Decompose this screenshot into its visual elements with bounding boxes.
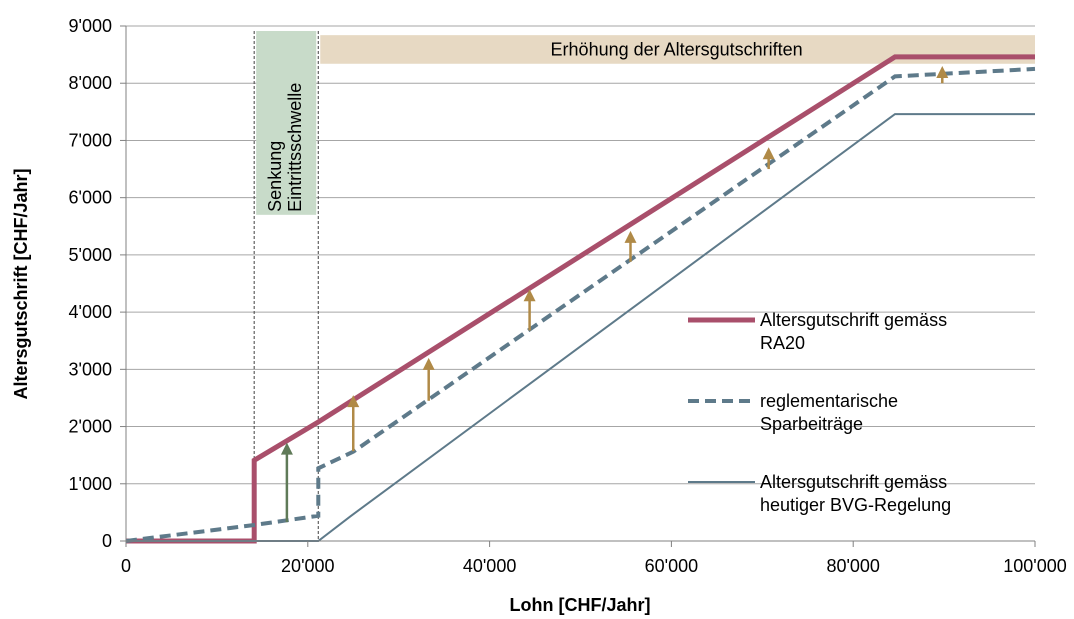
legend-label-line: reglementarische — [760, 391, 898, 411]
y-tick-label: 6'000 — [69, 188, 112, 208]
axes — [120, 25, 1036, 547]
x-tick-label: 40'000 — [463, 556, 517, 576]
legend-label-line: Altersgutschrift gemäss — [760, 310, 947, 330]
threshold-band-label: SenkungEintrittsschwelle — [265, 83, 305, 212]
y-tick-label: 4'000 — [69, 302, 112, 322]
y-tick-label: 8'000 — [69, 73, 112, 93]
threshold-band — [256, 31, 317, 215]
x-tick-label: 80'000 — [826, 556, 880, 576]
arrow-head — [422, 357, 435, 370]
arrow-head — [347, 395, 360, 408]
y-tick-label: 0 — [102, 531, 112, 551]
threshold-band-label-line: Eintrittsschwelle — [285, 83, 305, 212]
y-tick-label: 9'000 — [69, 16, 112, 36]
legend-label-3: Altersgutschrift gemäss heutiger BVG-Rege… — [760, 472, 951, 515]
arrow-head — [523, 289, 536, 302]
annotation-bands: SenkungEintrittsschwelle Erhöhung der Alt… — [253, 31, 1035, 541]
arrow-head — [280, 442, 293, 455]
increase-arrows — [280, 66, 949, 523]
legend-label-line: RA20 — [760, 333, 805, 353]
y-tick-label: 5'000 — [69, 245, 112, 265]
legend-label-line: Sparbeiträge — [760, 414, 863, 434]
threshold-band-label-line: Senkung — [265, 141, 285, 212]
legend-label-line: Altersgutschrift gemäss — [760, 472, 947, 492]
arrow-head — [762, 147, 775, 160]
legend-label-line: heutiger BVG-Regelung — [760, 495, 951, 515]
y-axis-label: Altersgutschrift [CHF/Jahr] — [11, 168, 31, 399]
y-tick-label: 7'000 — [69, 130, 112, 150]
x-axis-label: Lohn [CHF/Jahr] — [510, 595, 651, 615]
series-line-2 — [125, 66, 1036, 543]
arrow-head — [624, 230, 637, 243]
x-tick-label: 20'000 — [281, 556, 335, 576]
x-tick-label: 0 — [121, 556, 131, 576]
legend: Altersgutschrift gemäss RA20 reglementaris… — [688, 310, 951, 515]
increase-band-label: Erhöhung der Altersgutschriften — [551, 39, 803, 59]
y-tick-label: 1'000 — [69, 474, 112, 494]
legend-label-2: reglementarische Sparbeiträge — [760, 391, 898, 434]
legend-label-1: Altersgutschrift gemäss RA20 — [760, 310, 947, 353]
y-tick-label: 3'000 — [69, 359, 112, 379]
x-tick-label: 100'000 — [1003, 556, 1067, 576]
y-tick-label: 2'000 — [69, 417, 112, 437]
x-tick-label: 60'000 — [645, 556, 699, 576]
arrow-head — [936, 66, 949, 79]
tick-labels: 0 20'000 40'000 60'000 80'000 100'000 0 1'000 2'… — [69, 16, 1067, 576]
